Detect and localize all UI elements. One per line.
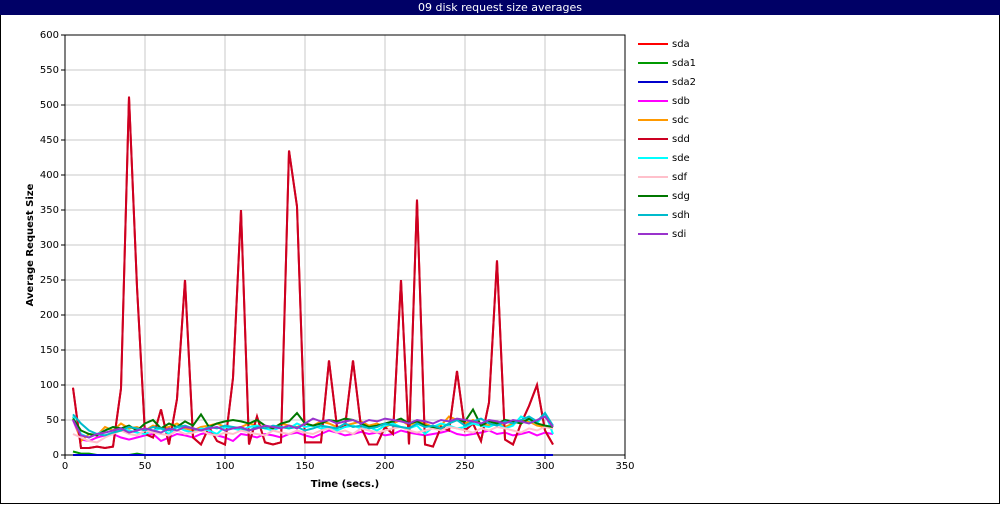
y-tick-label: 250 bbox=[40, 275, 59, 286]
x-tick-label: 250 bbox=[455, 461, 474, 472]
x-tick-label: 50 bbox=[139, 461, 152, 472]
y-tick-label: 50 bbox=[46, 415, 59, 426]
y-axis-label: Average Request Size bbox=[25, 183, 36, 306]
y-tick-label: 150 bbox=[40, 345, 59, 356]
x-tick-label: 300 bbox=[535, 461, 554, 472]
y-tick-label: 100 bbox=[40, 380, 59, 391]
legend-label: sdh bbox=[672, 210, 690, 221]
legend-label: sdb bbox=[672, 96, 690, 107]
legend-label: sde bbox=[672, 153, 690, 164]
series-line bbox=[72, 407, 554, 437]
legend-label: sda2 bbox=[672, 77, 696, 88]
y-tick-label: 0 bbox=[53, 450, 59, 461]
legend-label: sdc bbox=[672, 115, 689, 126]
y-tick-label: 300 bbox=[40, 240, 59, 251]
x-axis-label: Time (secs.) bbox=[311, 479, 380, 490]
x-tick-label: 150 bbox=[295, 461, 314, 472]
y-tick-label: 350 bbox=[40, 205, 59, 216]
legend-label: sdi bbox=[672, 229, 686, 240]
chart-title: 09 disk request size averages bbox=[418, 1, 582, 14]
y-tick-label: 500 bbox=[40, 100, 59, 111]
y-tick-label: 450 bbox=[40, 135, 59, 146]
legend-label: sdf bbox=[672, 172, 688, 183]
legend-label: sda bbox=[672, 39, 690, 50]
title-bar bbox=[0, 0, 1000, 15]
y-tick-label: 600 bbox=[40, 30, 59, 41]
y-tick-label: 400 bbox=[40, 170, 59, 181]
y-tick-label: 550 bbox=[40, 65, 59, 76]
x-tick-label: 200 bbox=[375, 461, 394, 472]
x-tick-label: 0 bbox=[62, 461, 68, 472]
legend-label: sdd bbox=[672, 134, 690, 145]
x-tick-label: 350 bbox=[615, 461, 634, 472]
series-line bbox=[72, 415, 554, 439]
legend-label: sdg bbox=[672, 191, 690, 202]
legend-label: sda1 bbox=[672, 58, 696, 69]
y-tick-label: 200 bbox=[40, 310, 59, 321]
x-tick-label: 100 bbox=[215, 461, 234, 472]
series-line bbox=[72, 425, 554, 444]
